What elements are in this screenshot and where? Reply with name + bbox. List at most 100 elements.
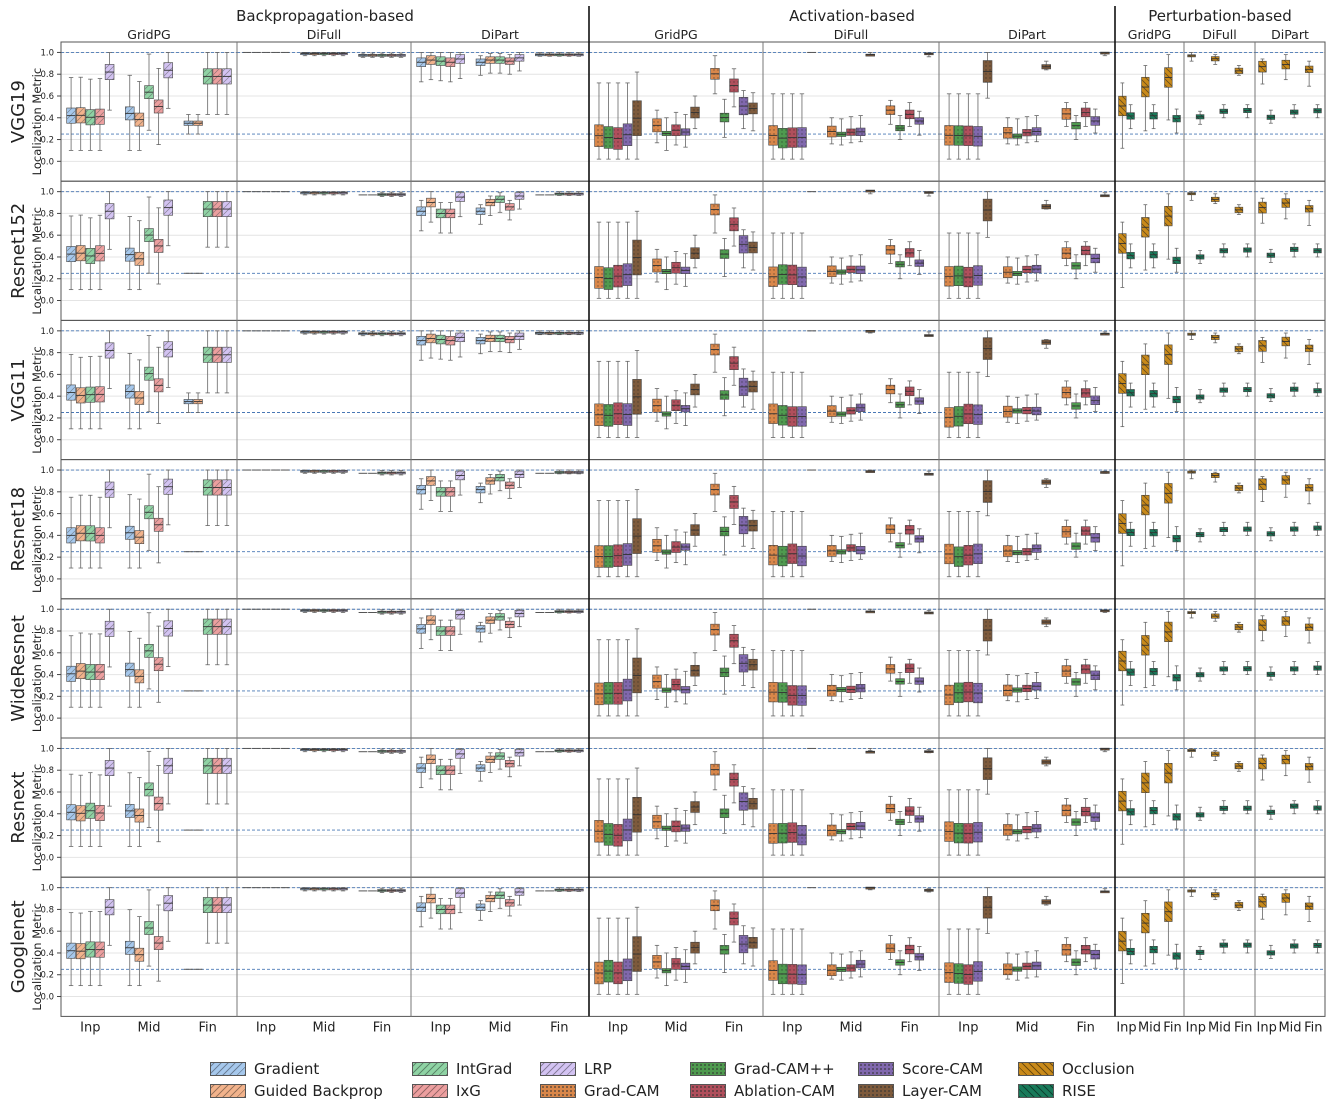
box-grad-cam-: [777, 232, 788, 299]
box-gradient: [125, 353, 135, 430]
box-rise: [1290, 661, 1299, 675]
box-lrp: [574, 191, 584, 196]
box-rise: [1126, 104, 1135, 130]
box-score-cam: [622, 500, 633, 578]
box-ablation-cam: [671, 390, 681, 424]
box-lrp: [104, 469, 115, 529]
box-rise: [1243, 661, 1252, 675]
box-gradient: [125, 494, 135, 569]
box-ablation-cam: [963, 93, 974, 160]
box-lrp: [574, 469, 584, 475]
box-guided-backprop: [309, 330, 320, 335]
box-hatch: [1100, 471, 1110, 474]
box-grad-cam: [1061, 241, 1072, 267]
box-grad-cam: [710, 194, 720, 234]
box-guided-backprop: [426, 748, 436, 780]
box-occlusion: [1141, 65, 1150, 132]
box-rise: [1243, 521, 1252, 536]
box-gradient: [535, 52, 545, 57]
box-lrp: [163, 748, 173, 805]
box-ablation-cam: [904, 241, 915, 267]
box-intgrad: [554, 330, 565, 336]
box-ixg: [328, 330, 339, 335]
box-gradient: [416, 330, 426, 361]
box-gradient: [416, 199, 426, 232]
box-grad-cam-: [777, 650, 788, 717]
box-hatch: [865, 54, 875, 57]
box-rise: [1195, 528, 1205, 543]
box-ablation-cam: [671, 111, 681, 146]
box-score-cam: [855, 671, 866, 699]
box-score-cam: [680, 810, 691, 844]
box-ablation-cam: [787, 789, 798, 856]
box-lrp: [455, 191, 465, 218]
box-rise: [1195, 389, 1205, 404]
box-rise: [1219, 243, 1228, 258]
box-ixg: [95, 774, 105, 847]
box-grad-cam: [652, 805, 662, 840]
box-lrp: [514, 748, 525, 767]
box-grad-cam-: [661, 534, 672, 569]
box-hatch: [865, 470, 875, 473]
box-rise: [1149, 661, 1158, 686]
box-layer-cam: [982, 469, 993, 517]
box-score-cam: [680, 670, 691, 705]
box-intgrad: [144, 612, 154, 690]
box-gradient: [66, 773, 76, 847]
box-layer-cam: [1041, 199, 1051, 210]
box-ablation-cam: [671, 807, 681, 842]
box-layer-cam: [690, 234, 700, 269]
box-lrp: [338, 469, 348, 474]
box-guided-backprop: [544, 330, 555, 336]
box-grad-cam-: [836, 675, 847, 703]
box-ixg: [328, 191, 339, 196]
box-occlusion: [1164, 193, 1173, 260]
box-guided-backprop: [134, 359, 145, 430]
box-lrp: [455, 748, 465, 774]
box-grad-cam-: [719, 377, 730, 417]
box-ablation-cam: [671, 251, 681, 285]
box-occlusion: [1234, 65, 1244, 76]
box-gradient: [125, 772, 135, 847]
box-grad-cam: [1003, 395, 1013, 423]
box-grad-cam: [885, 99, 896, 125]
box-rise: [1126, 521, 1135, 547]
box-lrp: [455, 52, 465, 79]
box-rise: [1313, 661, 1322, 675]
box-rise: [1219, 382, 1228, 397]
box-ablation-cam: [846, 116, 856, 144]
box-intgrad: [435, 202, 446, 234]
box-score-cam: [797, 789, 807, 856]
box-occlusion: [1118, 221, 1127, 288]
box-occlusion: [1141, 343, 1150, 410]
box-guided-backprop: [75, 214, 86, 291]
box-rise: [1195, 250, 1205, 264]
box-rise: [1126, 382, 1135, 408]
box-lrp: [163, 191, 173, 247]
box-lrp: [104, 191, 115, 250]
box-gradient: [66, 215, 76, 291]
box-ixg: [328, 608, 339, 613]
box-guided-backprop: [485, 473, 496, 495]
box-score-cam: [855, 254, 866, 282]
box-grad-cam: [1003, 534, 1013, 562]
box-intgrad: [85, 633, 96, 708]
box-rise: [1149, 521, 1158, 547]
box-lrp: [455, 608, 465, 635]
box-intgrad: [495, 749, 505, 770]
box-grad-cam: [944, 511, 954, 578]
box-rise: [1243, 104, 1252, 119]
box-grad-cam: [944, 650, 954, 717]
box-grad-cam-: [836, 814, 847, 842]
box-grad-cam-: [895, 671, 905, 697]
box-grad-cam-: [1012, 536, 1023, 563]
box-intgrad: [377, 470, 387, 476]
box-score-cam: [680, 114, 691, 148]
box-ixg: [212, 330, 223, 394]
box-rise: [1266, 248, 1276, 263]
box-ablation-cam: [787, 511, 798, 578]
box-grad-cam: [768, 650, 778, 717]
box-occlusion: [1234, 204, 1244, 215]
box-layer-cam: [632, 350, 642, 438]
box-gradient: [300, 608, 310, 613]
